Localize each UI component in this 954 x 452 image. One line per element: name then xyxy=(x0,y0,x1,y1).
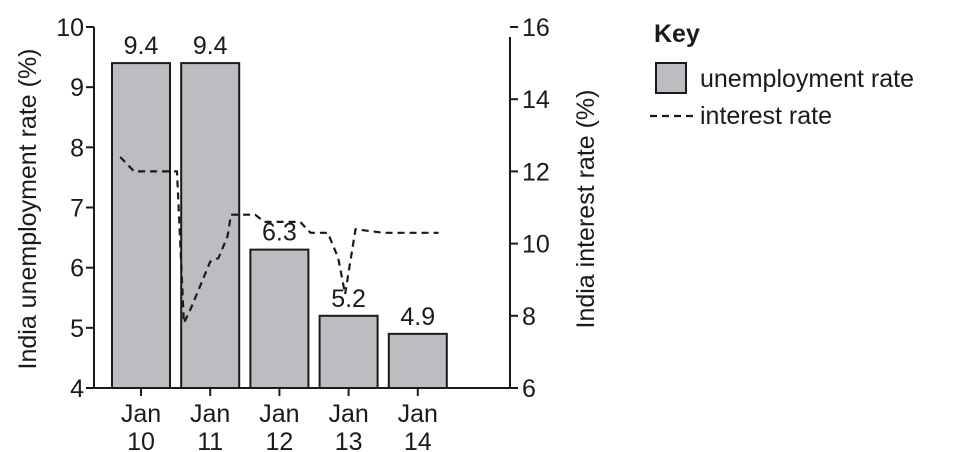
bar-3 xyxy=(318,314,379,389)
bar-label-3: 5.2 xyxy=(331,285,366,313)
bar-label-1: 9.4 xyxy=(193,32,228,60)
x-tick-label-line1-4: Jan xyxy=(398,400,438,428)
left-tick-label-5: 9 xyxy=(70,74,84,102)
x-tick-label-line1-3: Jan xyxy=(328,400,368,428)
bar-4 xyxy=(387,332,448,390)
x-tick-label-line2-4: 14 xyxy=(404,428,432,452)
left-tick-label-1: 5 xyxy=(70,315,84,343)
bar-label-0: 9.4 xyxy=(124,32,159,60)
bar-label-4: 4.9 xyxy=(400,303,435,331)
legend-swatch-unemployment-rate xyxy=(655,62,687,94)
right-tick-label-2: 10 xyxy=(522,231,550,259)
legend-label-unemployment-rate: unemployment rate xyxy=(700,65,914,93)
x-tick-label-line2-2: 12 xyxy=(265,428,293,452)
x-tick-label-line1-2: Jan xyxy=(259,400,299,428)
right-tick-label-1: 8 xyxy=(522,303,536,331)
right-tick-label-3: 12 xyxy=(522,158,550,186)
bar-data-labels: 9.4 9.4 6.3 5.2 4.9 xyxy=(124,32,436,331)
left-axis: 4 5 6 7 8 9 10 xyxy=(56,14,95,403)
right-axis: 6 8 10 12 14 16 xyxy=(509,14,550,403)
legend: Key unemployment rate interest rate xyxy=(650,20,914,130)
left-tick-label-6: 10 xyxy=(56,14,84,42)
bar-1 xyxy=(180,62,241,389)
x-tick-label-line2-1: 11 xyxy=(197,428,223,452)
x-tick-label-line1-0: Jan xyxy=(121,400,161,428)
bars-group xyxy=(111,62,448,390)
interest-rate-line xyxy=(119,156,439,325)
left-tick-label-0: 4 xyxy=(70,375,84,403)
bar-0 xyxy=(111,62,171,389)
x-tick-label-line2-0: 10 xyxy=(127,428,155,452)
right-tick-label-4: 14 xyxy=(522,86,550,114)
x-tick-label-line2-3: 13 xyxy=(335,428,363,452)
bar-2 xyxy=(249,248,310,389)
left-tick-label-2: 6 xyxy=(70,255,84,283)
bar-label-2: 6.3 xyxy=(262,219,297,247)
right-axis-title: India interest rate (%) xyxy=(572,90,600,329)
left-tick-label-4: 8 xyxy=(70,134,84,162)
legend-title: Key xyxy=(654,20,700,48)
left-axis-title: India unemployment rate (%) xyxy=(14,49,42,370)
x-tick-label-line1-1: Jan xyxy=(190,400,230,428)
right-tick-label-5: 16 xyxy=(522,14,550,42)
legend-label-interest-rate: interest rate xyxy=(700,102,832,130)
interest-rate-line-group xyxy=(119,156,439,325)
left-tick-label-3: 7 xyxy=(70,195,84,223)
right-tick-label-0: 6 xyxy=(522,375,536,403)
